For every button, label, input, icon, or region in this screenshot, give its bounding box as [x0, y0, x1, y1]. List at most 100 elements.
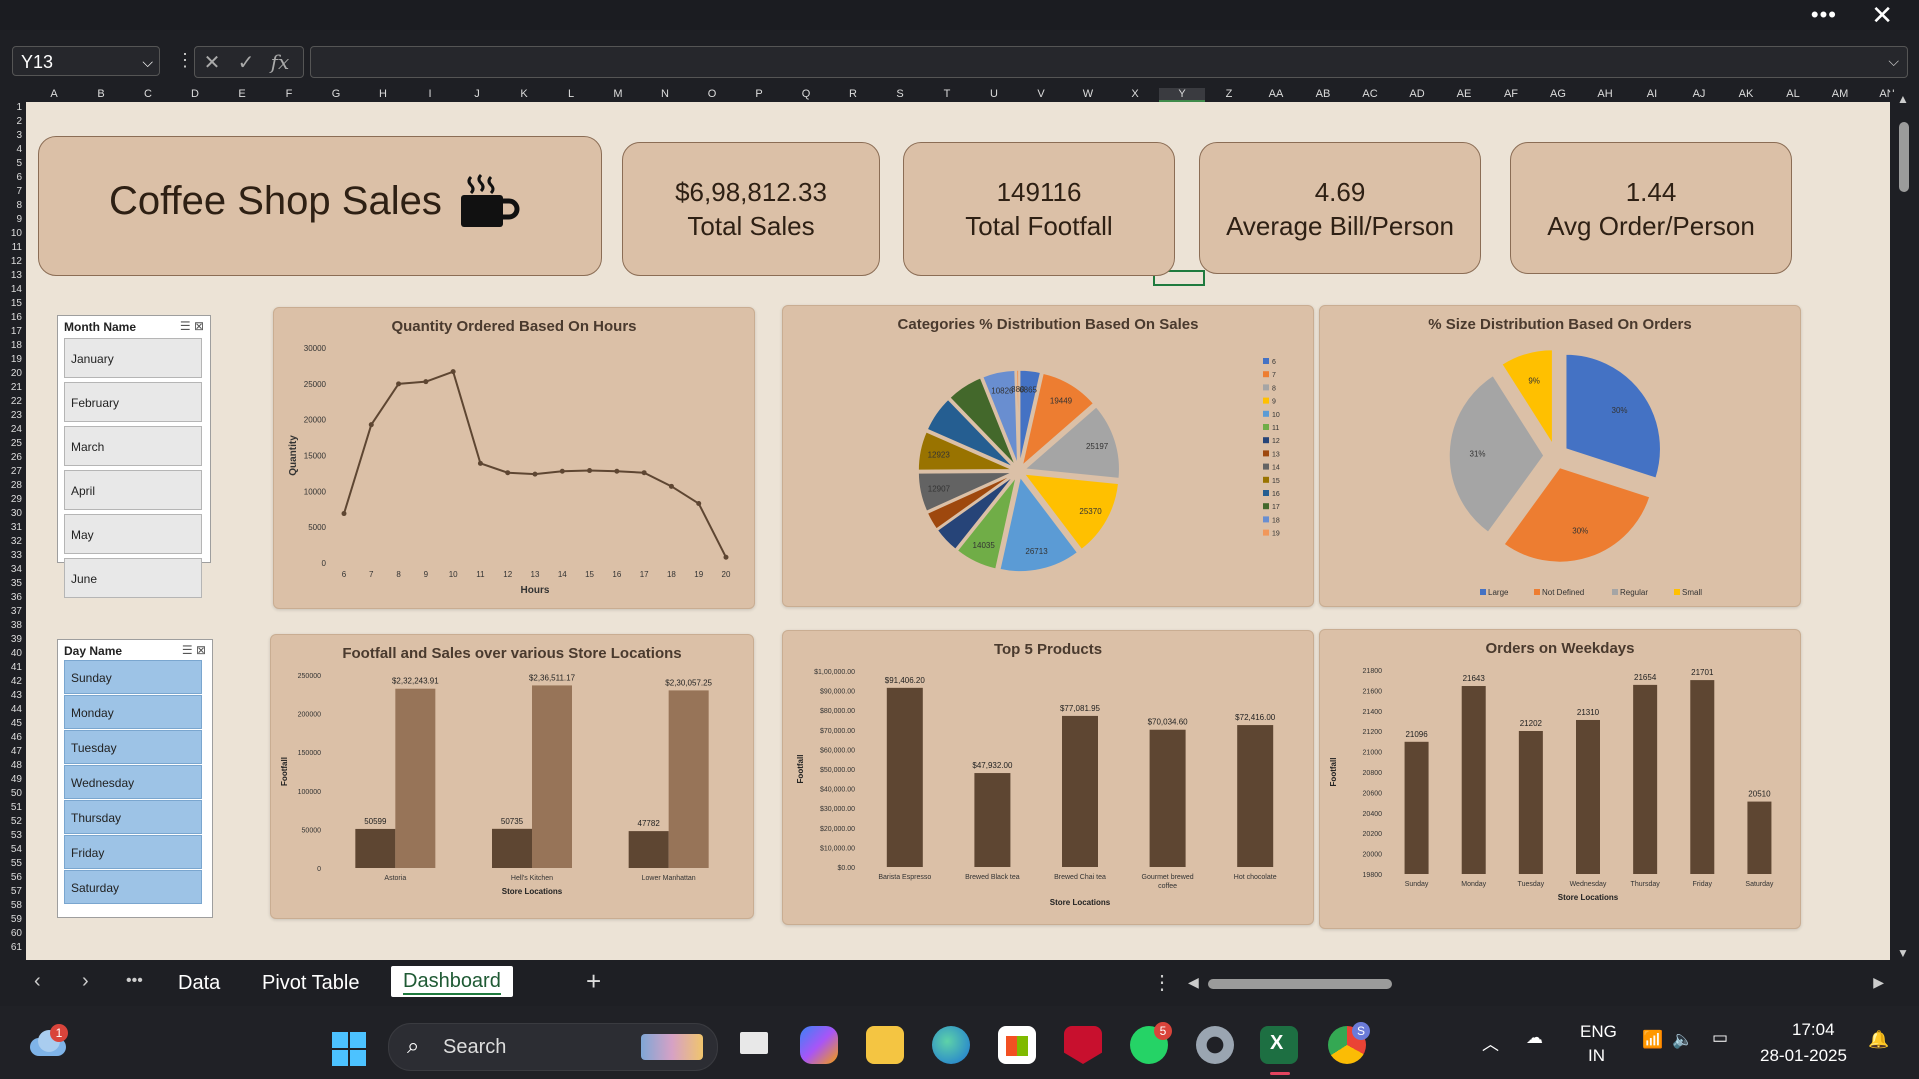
prev-sheet-icon[interactable]: ‹	[34, 970, 41, 992]
excel-icon[interactable]: X	[1260, 1026, 1298, 1064]
row-header[interactable]: 42	[10, 676, 22, 687]
column-header[interactable]: AJ	[1692, 88, 1706, 100]
row-header[interactable]: 26	[10, 452, 22, 463]
tab-options-icon[interactable]: ⋮	[1152, 972, 1172, 994]
row-header[interactable]: 13	[10, 270, 22, 281]
chart-size-distribution[interactable]: % Size Distribution Based On Orders 30% 3…	[1319, 305, 1801, 607]
column-header[interactable]: AC	[1362, 88, 1378, 100]
language-top[interactable]: ENG	[1580, 1022, 1617, 1041]
slicer-item-february[interactable]: February	[64, 382, 202, 422]
row-header[interactable]: 39	[10, 634, 22, 645]
row-header[interactable]: 9	[16, 214, 22, 225]
scroll-thumb[interactable]	[1899, 122, 1909, 192]
column-header[interactable]: AG	[1550, 88, 1566, 100]
row-header[interactable]: 33	[10, 550, 22, 561]
tab-dashboard[interactable]: Dashboard	[391, 966, 513, 997]
row-header[interactable]: 14	[10, 284, 22, 295]
row-header[interactable]: 38	[10, 620, 22, 631]
column-header[interactable]: U	[990, 88, 998, 100]
column-header[interactable]: Z	[1225, 88, 1233, 100]
column-header[interactable]: W	[1082, 88, 1094, 100]
row-header[interactable]: 44	[10, 704, 22, 715]
column-header[interactable]: I	[428, 88, 432, 100]
column-header[interactable]: AI	[1646, 88, 1658, 100]
row-header[interactable]: 8	[16, 200, 22, 211]
row-header[interactable]: 22	[10, 396, 22, 407]
row-header[interactable]: 10	[10, 228, 22, 239]
column-header[interactable]: AA	[1268, 88, 1284, 100]
column-header[interactable]: B	[97, 88, 105, 100]
task-view-icon[interactable]	[734, 1026, 772, 1064]
row-header[interactable]: 53	[10, 830, 22, 841]
start-icon[interactable]	[332, 1032, 366, 1066]
volume-icon[interactable]: 🔈	[1672, 1030, 1694, 1049]
add-sheet-icon[interactable]: +	[586, 966, 602, 996]
row-header[interactable]: 36	[10, 592, 22, 603]
row-header[interactable]: 17	[10, 326, 22, 337]
column-header[interactable]: AM	[1831, 88, 1849, 100]
column-header[interactable]: AK	[1738, 88, 1754, 100]
row-header[interactable]: 52	[10, 816, 22, 827]
slicer-item-march[interactable]: March	[64, 426, 202, 466]
column-header[interactable]: M	[613, 88, 623, 100]
chart-orders-weekdays[interactable]: Orders on Weekdays 21800 21600 21400 21200 2…	[1319, 629, 1801, 929]
column-header[interactable]: L	[567, 88, 575, 100]
column-header[interactable]: N	[661, 88, 669, 100]
row-header[interactable]: 51	[10, 802, 22, 813]
column-header[interactable]: H	[379, 88, 387, 100]
column-header[interactable]: T	[943, 88, 951, 100]
row-header[interactable]: 60	[10, 928, 22, 939]
row-header[interactable]: 48	[10, 760, 22, 771]
expand-formula-icon[interactable]: ⌵	[1888, 53, 1899, 69]
row-header[interactable]: 20	[10, 368, 22, 379]
slicer-item-january[interactable]: January	[64, 338, 202, 378]
row-header[interactable]: 31	[10, 522, 22, 533]
column-header[interactable]: P	[755, 88, 763, 100]
wifi-icon[interactable]: 📶	[1642, 1030, 1664, 1049]
column-header[interactable]: S	[896, 88, 904, 100]
store-icon[interactable]	[998, 1026, 1036, 1064]
settings-icon[interactable]	[1196, 1026, 1234, 1064]
name-box[interactable]: Y13 ⌵	[12, 46, 160, 76]
row-header[interactable]: 6	[16, 172, 22, 183]
row-header[interactable]: 45	[10, 718, 22, 729]
column-header[interactable]: AE	[1456, 88, 1472, 100]
row-header[interactable]: 12	[10, 256, 22, 267]
column-header[interactable]: R	[849, 88, 857, 100]
taskbar-search[interactable]: ⌕ Search	[388, 1023, 718, 1071]
slicer-item-april[interactable]: April	[64, 470, 202, 510]
row-header[interactable]: 18	[10, 340, 22, 351]
column-header[interactable]: A	[50, 88, 58, 100]
row-header[interactable]: 28	[10, 480, 22, 491]
column-header[interactable]: AF	[1503, 88, 1519, 100]
row-header[interactable]: 7	[16, 186, 22, 197]
slicer-item-tuesday[interactable]: Tuesday	[64, 730, 202, 764]
clear-filter-icon[interactable]: ⊠	[193, 319, 204, 333]
edge-icon[interactable]	[932, 1026, 970, 1064]
copilot-icon[interactable]	[800, 1026, 838, 1064]
row-header[interactable]: 30	[10, 508, 22, 519]
formula-input[interactable]: ⌵	[310, 46, 1908, 78]
row-header[interactable]: 47	[10, 746, 22, 757]
row-header[interactable]: 23	[10, 410, 22, 421]
row-header[interactable]: 4	[16, 144, 22, 155]
row-header[interactable]: 29	[10, 494, 22, 505]
slicer-item-may[interactable]: May	[64, 514, 202, 554]
chart-category-distribution[interactable]: Categories % Distribution Based On Sales…	[782, 305, 1314, 607]
row-header[interactable]: 43	[10, 690, 22, 701]
scroll-thumb[interactable]	[1208, 979, 1392, 989]
row-header[interactable]: 35	[10, 578, 22, 589]
column-header[interactable]: AB	[1315, 88, 1331, 100]
clear-filter-icon[interactable]: ⊠	[195, 643, 206, 657]
row-header[interactable]: 37	[10, 606, 22, 617]
row-header[interactable]: 57	[10, 886, 22, 897]
row-header[interactable]: 16	[10, 312, 22, 323]
notification-bell-icon[interactable]: 🔔	[1868, 1030, 1890, 1049]
month-slicer[interactable]: Month Name ☰ ⊠ January February March April…	[57, 315, 211, 598]
column-header[interactable]: E	[238, 88, 246, 100]
column-header[interactable]: AD	[1409, 88, 1425, 100]
multi-select-icon[interactable]: ☰	[181, 643, 193, 657]
column-header[interactable]: K	[520, 88, 528, 100]
row-header[interactable]: 61	[10, 942, 22, 953]
row-header[interactable]: 50	[10, 788, 22, 799]
